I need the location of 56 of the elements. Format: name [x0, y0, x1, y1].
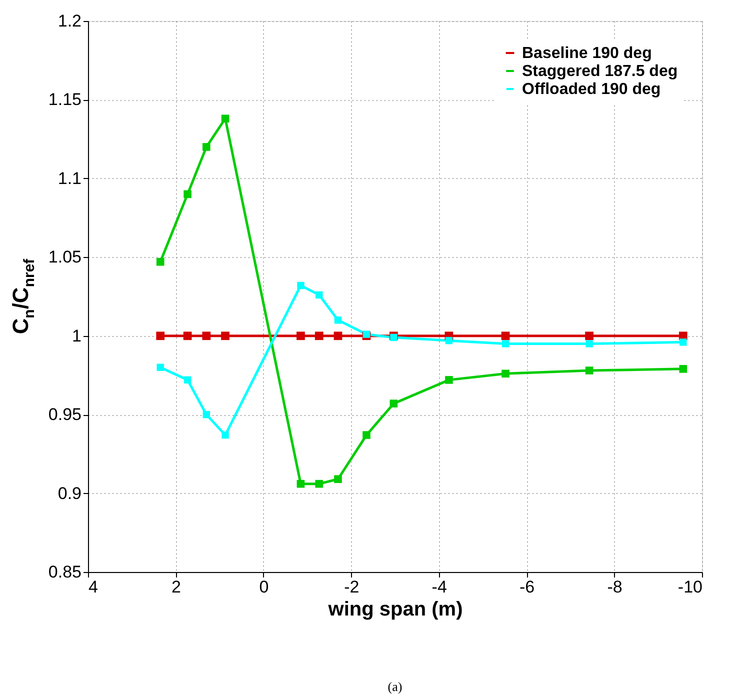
legend-label: Staggered 187.5 deg [522, 63, 678, 80]
point [202, 410, 210, 418]
point [296, 480, 305, 488]
point [502, 370, 510, 378]
point [390, 400, 398, 408]
point [314, 332, 324, 340]
point [679, 365, 688, 373]
point [221, 332, 230, 340]
y-tick-label: 1.1 [58, 168, 82, 188]
y-tick-label: 1.05 [48, 248, 82, 267]
point [156, 364, 164, 371]
point [296, 332, 305, 340]
y-axis-title: Cn/Cnref [8, 258, 38, 334]
y-tick-label: 1.2 [58, 12, 82, 30]
point [585, 366, 594, 374]
point [362, 431, 370, 439]
x-tick-label: -2 [344, 578, 360, 596]
point [156, 258, 164, 266]
y-tick-label: 1.15 [48, 90, 82, 110]
y-tick-label: 0.9 [58, 484, 82, 503]
x-axis-title: wing span (m) [327, 598, 463, 620]
y-tick-label: 0.85 [48, 562, 82, 582]
x-tick-label: 4 [88, 578, 98, 596]
point [502, 340, 510, 348]
point [585, 332, 594, 340]
y-tick-label: 0.95 [48, 405, 82, 424]
y-tick-label: 1 [72, 326, 82, 346]
x-tick-label: -8 [607, 578, 622, 596]
point [316, 291, 323, 299]
point [586, 340, 593, 348]
point [297, 282, 304, 290]
point [334, 316, 342, 324]
point [362, 330, 370, 338]
point [184, 190, 192, 198]
point [222, 431, 229, 439]
legend-label: Baseline 190 deg [522, 45, 652, 62]
x-tick-label: -6 [520, 578, 535, 596]
point [183, 332, 192, 340]
point [501, 332, 510, 340]
point [334, 475, 342, 484]
x-tick-label: -10 [678, 578, 702, 596]
point [334, 332, 342, 340]
legend-label: Offloaded 190 deg [522, 81, 661, 98]
point [221, 114, 230, 123]
point [202, 143, 210, 151]
text: (a) [388, 679, 402, 694]
point [315, 480, 324, 488]
point [445, 336, 453, 344]
point [445, 376, 453, 384]
x-tick-label: 2 [171, 578, 181, 596]
point [202, 332, 211, 340]
point [680, 338, 687, 346]
point [156, 332, 165, 340]
point [184, 376, 192, 384]
x-tick-label: 0 [259, 578, 269, 596]
x-tick-label: -4 [432, 578, 447, 596]
